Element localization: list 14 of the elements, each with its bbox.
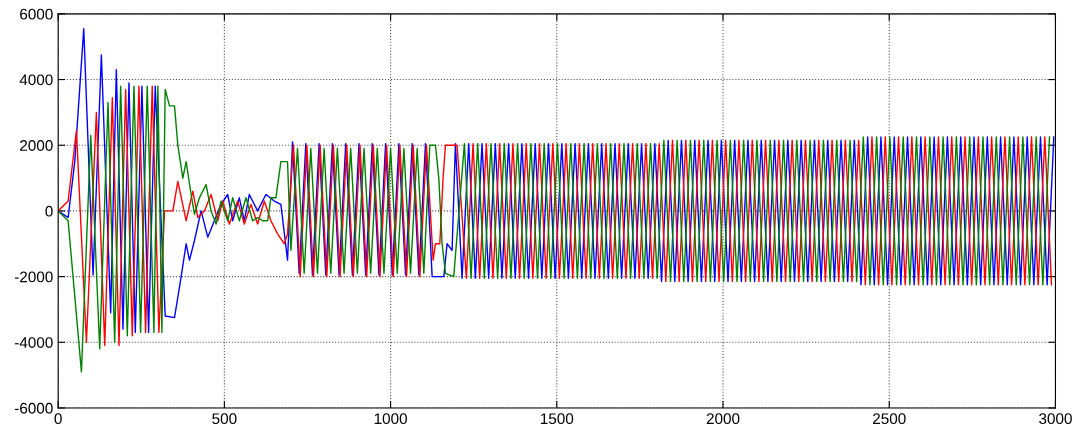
x-tick-label: 3000 (1039, 413, 1072, 425)
y-tick-label: 0 (45, 205, 53, 217)
y-tick-label: 2000 (20, 140, 53, 151)
x-tick-label: 1500 (540, 413, 574, 425)
x-tick-label: 2000 (706, 413, 740, 425)
y-tick-label: -2000 (14, 271, 53, 283)
x-tick-label: 1000 (374, 413, 407, 425)
y-tick-label: -6000 (14, 402, 53, 414)
x-tick-label: 0 (54, 413, 62, 425)
x-tick-label: 500 (212, 413, 237, 425)
y-tick-label: 6000 (20, 8, 53, 20)
x-tick-label: 2500 (873, 413, 906, 425)
y-tick-label: -4000 (14, 337, 53, 348)
y-tick-label: 4000 (19, 74, 53, 86)
